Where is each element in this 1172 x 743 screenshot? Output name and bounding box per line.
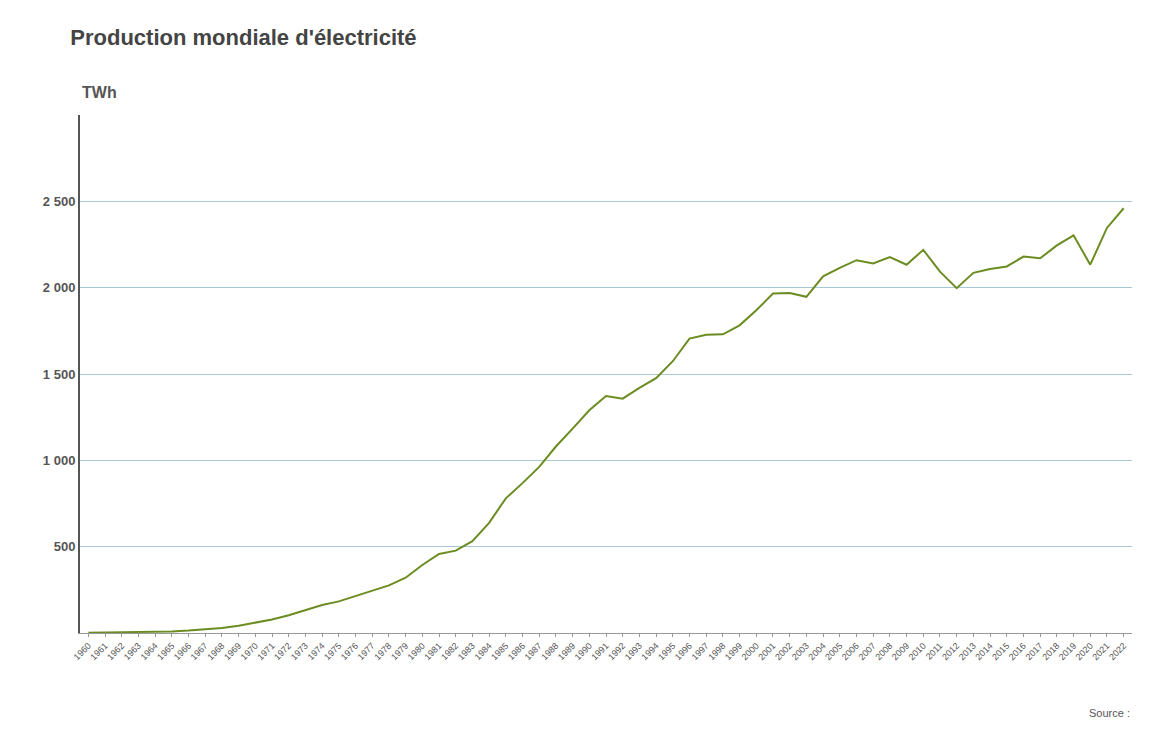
svg-text:2013: 2013: [957, 641, 978, 662]
svg-text:2016: 2016: [1007, 641, 1028, 662]
svg-text:1961: 1961: [88, 641, 109, 662]
svg-text:1970: 1970: [239, 641, 260, 662]
svg-text:1973: 1973: [289, 641, 310, 662]
svg-text:1971: 1971: [255, 641, 276, 662]
svg-text:2019: 2019: [1057, 641, 1078, 662]
svg-text:1978: 1978: [372, 641, 393, 662]
svg-text:1987: 1987: [523, 641, 544, 662]
svg-text:2 000: 2 000: [43, 280, 76, 295]
svg-text:1974: 1974: [305, 641, 326, 662]
svg-text:500: 500: [54, 539, 76, 554]
svg-text:2018: 2018: [1040, 641, 1061, 662]
svg-text:2005: 2005: [823, 641, 844, 662]
svg-text:1969: 1969: [222, 641, 243, 662]
svg-text:2010: 2010: [907, 641, 928, 662]
svg-text:1997: 1997: [690, 641, 711, 662]
svg-text:2006: 2006: [840, 641, 861, 662]
svg-text:2009: 2009: [890, 641, 911, 662]
svg-text:1989: 1989: [556, 641, 577, 662]
svg-text:1968: 1968: [205, 641, 226, 662]
svg-text:1966: 1966: [172, 641, 193, 662]
svg-text:1977: 1977: [356, 641, 377, 662]
svg-text:1979: 1979: [389, 641, 410, 662]
svg-text:2001: 2001: [756, 641, 777, 662]
svg-text:1 000: 1 000: [43, 453, 76, 468]
svg-text:1960: 1960: [72, 641, 93, 662]
svg-text:1967: 1967: [189, 641, 210, 662]
svg-text:1998: 1998: [706, 641, 727, 662]
svg-text:1963: 1963: [122, 641, 143, 662]
svg-text:1984: 1984: [472, 641, 493, 662]
svg-text:1 500: 1 500: [43, 367, 76, 382]
svg-text:1980: 1980: [406, 641, 427, 662]
svg-text:2002: 2002: [773, 641, 794, 662]
svg-text:Source :: Source :: [1089, 707, 1130, 719]
svg-text:2007: 2007: [857, 641, 878, 662]
svg-text:1996: 1996: [673, 641, 694, 662]
svg-text:1993: 1993: [623, 641, 644, 662]
svg-text:2000: 2000: [740, 641, 761, 662]
svg-text:1992: 1992: [606, 641, 627, 662]
svg-text:2021: 2021: [1090, 641, 1111, 662]
svg-text:1983: 1983: [456, 641, 477, 662]
svg-text:1975: 1975: [322, 641, 343, 662]
svg-text:2020: 2020: [1074, 641, 1095, 662]
svg-text:1991: 1991: [589, 641, 610, 662]
svg-text:1965: 1965: [155, 641, 176, 662]
svg-text:2008: 2008: [873, 641, 894, 662]
svg-text:2014: 2014: [973, 641, 994, 662]
svg-text:1986: 1986: [506, 641, 527, 662]
svg-text:1990: 1990: [573, 641, 594, 662]
svg-text:1964: 1964: [139, 641, 160, 662]
svg-text:1985: 1985: [489, 641, 510, 662]
svg-text:2022: 2022: [1107, 641, 1128, 662]
svg-text:1972: 1972: [272, 641, 293, 662]
svg-text:2003: 2003: [790, 641, 811, 662]
svg-text:2011: 2011: [924, 641, 945, 662]
svg-text:Production mondiale d'électric: Production mondiale d'électricité: [70, 25, 416, 50]
svg-text:TWh: TWh: [82, 84, 117, 101]
svg-text:1976: 1976: [339, 641, 360, 662]
svg-text:2004: 2004: [806, 641, 827, 662]
svg-text:1994: 1994: [639, 641, 660, 662]
svg-text:2012: 2012: [940, 641, 961, 662]
svg-text:1999: 1999: [723, 641, 744, 662]
svg-text:2015: 2015: [990, 641, 1011, 662]
svg-text:1962: 1962: [105, 641, 126, 662]
svg-text:1988: 1988: [539, 641, 560, 662]
svg-text:2 500: 2 500: [43, 194, 76, 209]
svg-text:1995: 1995: [656, 641, 677, 662]
svg-text:2017: 2017: [1024, 641, 1045, 662]
svg-text:1981: 1981: [422, 641, 443, 662]
svg-text:1982: 1982: [439, 641, 460, 662]
